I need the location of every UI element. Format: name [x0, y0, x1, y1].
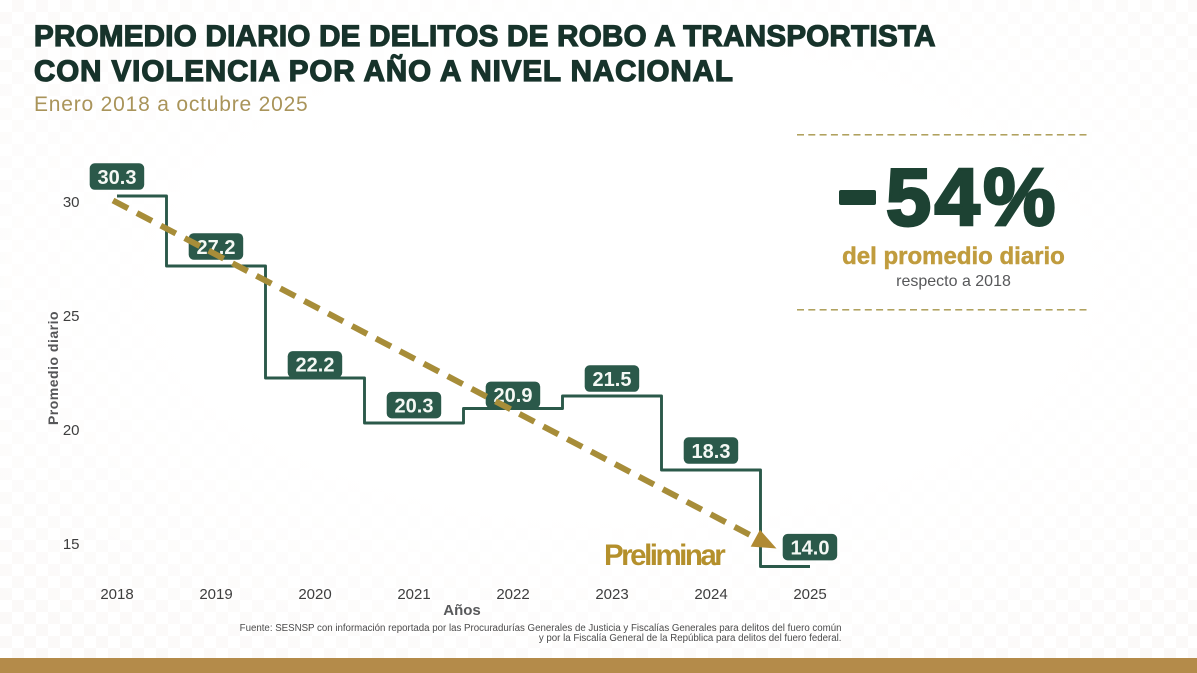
svg-text:30.3: 30.3	[98, 167, 137, 189]
svg-text:22.2: 22.2	[296, 355, 335, 377]
svg-text:20.3: 20.3	[395, 396, 434, 418]
svg-text:20.9: 20.9	[494, 385, 533, 407]
svg-text:18.3: 18.3	[692, 441, 731, 463]
svg-text:21.5: 21.5	[593, 369, 632, 391]
svg-text:14.0: 14.0	[791, 538, 830, 560]
svg-text:27.2: 27.2	[197, 237, 236, 259]
